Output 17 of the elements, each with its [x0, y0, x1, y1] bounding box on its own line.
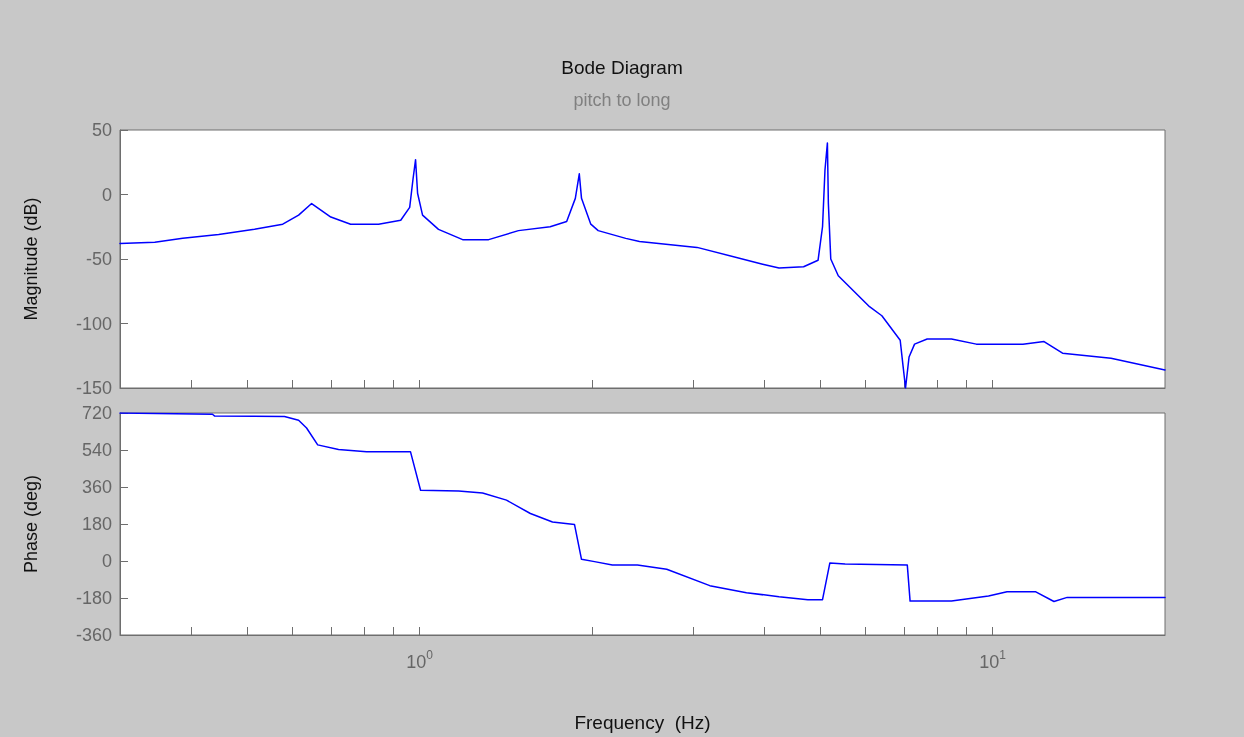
y-tick-label: 0 [101, 551, 112, 571]
y-tick-label: -150 [75, 378, 112, 398]
y-tick-label: -100 [75, 313, 112, 334]
y-axis-title: Magnitude (dB) [21, 197, 41, 321]
y-tick-label: 0 [101, 184, 112, 205]
chart-subtitle: pitch to long [573, 90, 671, 110]
y-tick-label: 50 [91, 120, 112, 140]
y-tick-label: -360 [75, 625, 112, 645]
y-axis-title: Phase (deg) [21, 474, 41, 574]
chart-title: Bode Diagram [561, 57, 683, 78]
y-tick-label: 720 [81, 403, 112, 423]
y-tick-label: -50 [85, 249, 112, 269]
y-tick-label: 360 [81, 477, 112, 497]
x-axis-title: Frequency (Hz) [574, 712, 711, 733]
y-tick-label: -180 [75, 588, 112, 608]
y-tick-label: 180 [81, 514, 112, 534]
y-tick-label: 540 [81, 440, 112, 460]
